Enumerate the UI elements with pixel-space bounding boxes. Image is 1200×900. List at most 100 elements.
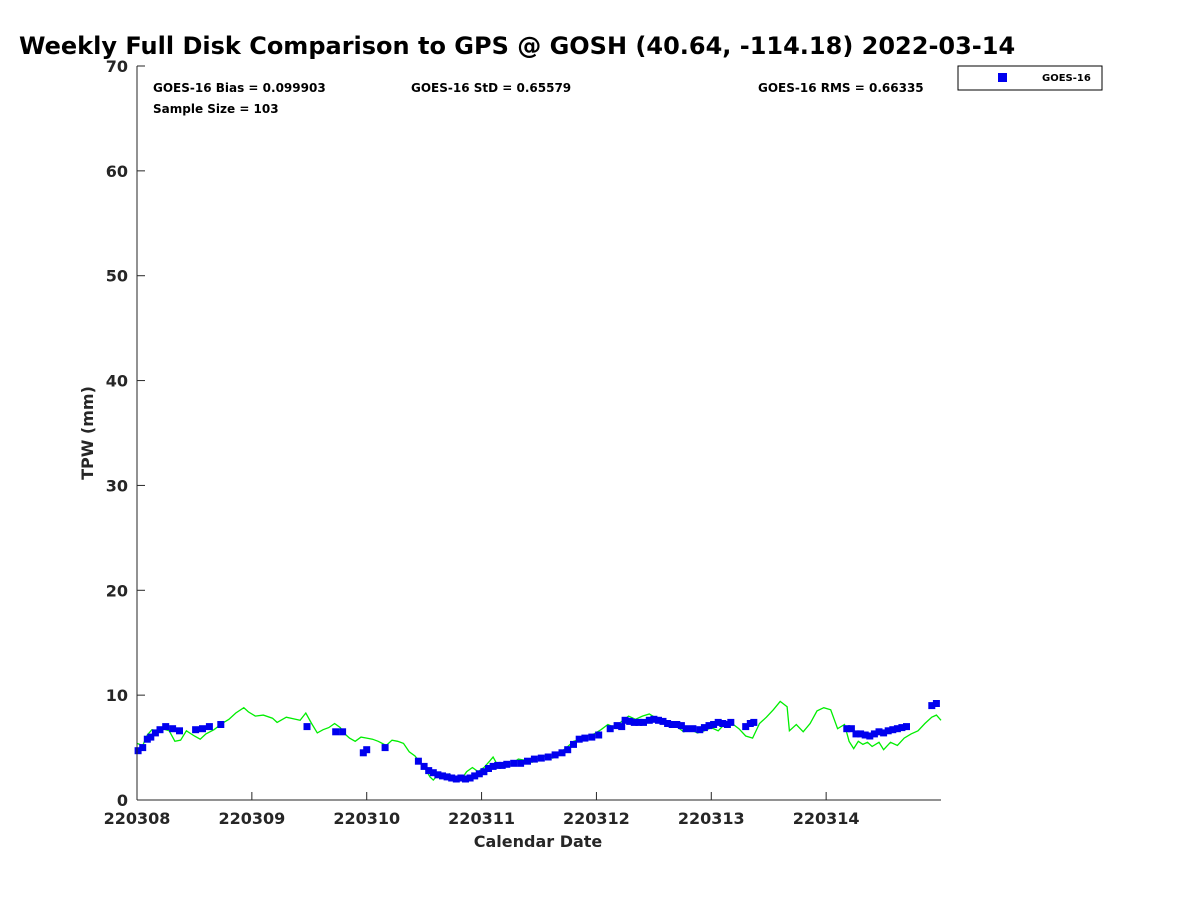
goes16-point	[558, 749, 566, 757]
goes16-point	[339, 728, 347, 736]
goes16-point	[425, 767, 433, 775]
goes16-point	[613, 722, 621, 730]
goes16-point	[847, 725, 855, 733]
goes16-point	[932, 700, 940, 707]
goes16-point	[217, 721, 225, 728]
goes16-point	[870, 730, 878, 738]
stat-sample-size: Sample Size = 103	[153, 102, 279, 116]
goes16-point	[621, 716, 629, 724]
x-tick-label: 220314	[793, 809, 860, 828]
goes16-point	[626, 717, 634, 725]
goes16-point	[705, 722, 713, 730]
goes16-point	[429, 769, 437, 777]
goes16-point	[659, 717, 667, 725]
goes16-point	[503, 760, 511, 768]
goes16-point	[517, 759, 525, 767]
y-tick-label: 30	[106, 476, 128, 495]
goes16-point	[510, 759, 518, 767]
goes16-point	[581, 734, 589, 742]
goes16-point	[498, 761, 506, 769]
x-tick-label: 220309	[218, 809, 285, 828]
goes16-point	[466, 774, 474, 782]
goes16-point	[719, 720, 727, 727]
series-goes16-markers	[134, 700, 940, 783]
goes16-point	[673, 721, 681, 728]
goes16-point	[494, 761, 502, 769]
goes16-point	[570, 740, 577, 748]
goes16-point	[448, 774, 456, 782]
goes16-point	[640, 718, 647, 726]
goes16-point	[489, 762, 497, 770]
legend-box	[957, 65, 1103, 91]
goes16-point	[884, 727, 892, 735]
goes16-point	[303, 723, 311, 731]
goes16-point	[485, 765, 492, 772]
y-tick-label: 0	[117, 791, 128, 810]
goes16-point	[452, 775, 460, 783]
goes16-point	[893, 725, 901, 733]
goes16-point	[147, 733, 155, 741]
x-tick-label: 220308	[104, 809, 171, 828]
y-tick-label: 60	[106, 162, 128, 181]
goes16-point	[420, 762, 428, 770]
goes16-point	[439, 772, 446, 780]
goes16-point	[381, 744, 389, 752]
y-tick-label: 50	[106, 267, 128, 286]
goes16-point	[169, 725, 177, 733]
goes16-point	[875, 728, 883, 736]
goes16-point	[162, 723, 170, 731]
goes16-point	[332, 728, 340, 736]
goes16-point	[714, 718, 722, 726]
goes16-point	[645, 716, 653, 724]
goes16-point	[363, 746, 371, 754]
goes16-point	[475, 770, 483, 778]
goes16-point	[564, 746, 572, 754]
goes16-point	[650, 715, 658, 723]
goes16-point	[205, 723, 213, 731]
goes16-point	[134, 747, 142, 755]
goes16-point	[664, 720, 672, 727]
goes16-point	[742, 723, 750, 731]
goes16-point	[880, 729, 888, 737]
goes16-point	[903, 723, 910, 731]
stat-bias: GOES-16 Bias = 0.099903	[153, 81, 326, 95]
goes16-point	[414, 757, 422, 765]
goes16-point	[575, 735, 583, 743]
goes16-point	[682, 725, 690, 733]
goes16-point	[176, 727, 183, 735]
goes16-point	[139, 744, 147, 752]
goes16-point	[928, 702, 936, 710]
x-tick-label: 220312	[563, 809, 630, 828]
plot-area	[137, 66, 941, 800]
legend-marker-goes16	[998, 73, 1007, 82]
goes16-point	[588, 733, 596, 741]
stat-rms: GOES-16 RMS = 0.66335	[758, 81, 924, 95]
goes16-point	[635, 718, 643, 726]
goes16-point	[192, 726, 200, 734]
y-tick-label: 10	[106, 686, 128, 705]
goes16-point	[606, 725, 614, 733]
goes16-point	[727, 718, 735, 726]
y-tick-label: 40	[106, 372, 128, 391]
goes16-point	[537, 754, 545, 762]
goes16-point	[471, 772, 479, 780]
goes16-point	[630, 718, 638, 726]
legend: GOES-16	[957, 65, 1103, 91]
goes16-point	[889, 726, 897, 734]
goes16-point	[530, 755, 538, 763]
goes16-point	[700, 724, 708, 732]
goes16-point	[151, 729, 159, 737]
chart-title: Weekly Full Disk Comparison to GPS @ GOS…	[19, 32, 1015, 60]
goes16-point	[457, 774, 465, 782]
goes16-point	[861, 731, 869, 739]
goes16-point	[898, 724, 906, 732]
goes16-point	[443, 773, 451, 781]
goes16-point	[156, 726, 164, 734]
goes16-point	[618, 723, 626, 731]
y-axis-label: TPW (mm)	[78, 386, 97, 480]
goes16-point	[655, 716, 662, 724]
gps-line	[136, 700, 942, 782]
goes16-point	[462, 775, 469, 783]
goes16-point	[480, 768, 488, 776]
